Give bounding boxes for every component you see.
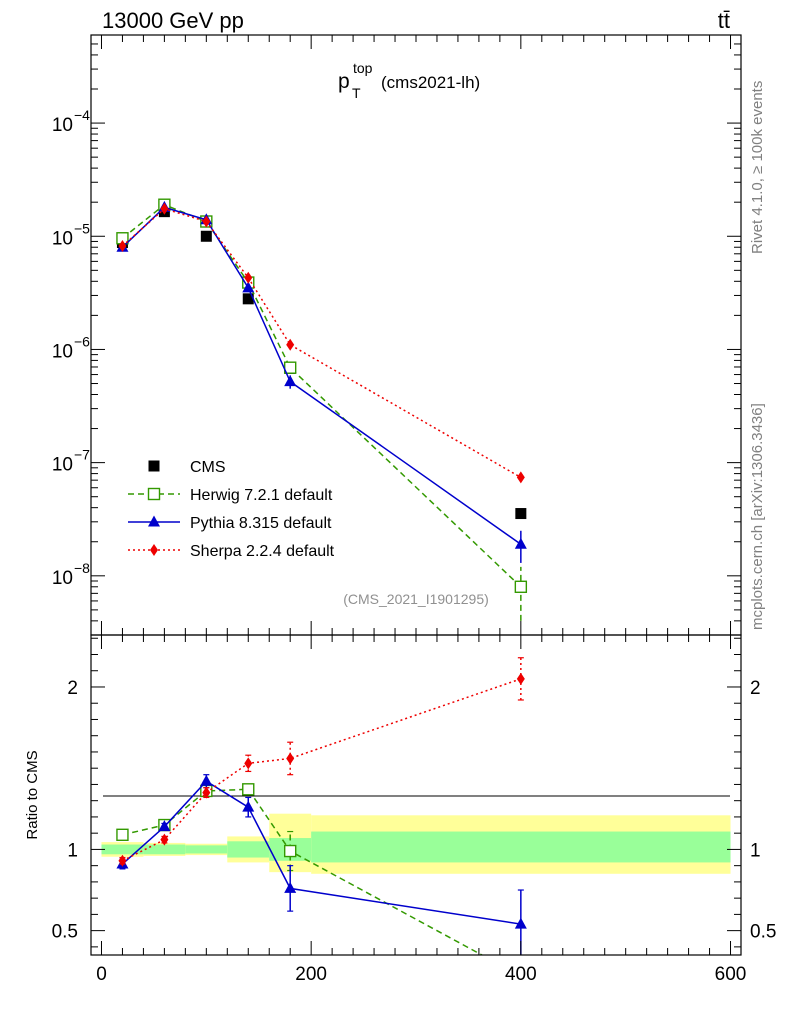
data-point [514, 580, 528, 593]
series-pythia [116, 200, 527, 563]
x-tick-label: 600 [715, 964, 747, 985]
ratio-point [118, 854, 127, 867]
data-point [516, 471, 525, 484]
main-panel: 10−410−510−610−710−8 p T top (cms2021-lh… [52, 34, 742, 636]
data-point [118, 240, 127, 253]
ratio-point [516, 672, 525, 685]
energy-label: 13000 GeV pp [102, 8, 244, 33]
ratio-point [158, 820, 171, 832]
ratio-point [284, 881, 297, 893]
main-y-tick-exponent: −8 [74, 560, 90, 576]
ratio-line [121, 780, 521, 925]
main-y-tick-exponent: −4 [74, 107, 90, 123]
main-y-tick-label: 10 [52, 228, 73, 249]
legend-label: Sherpa 2.2.4 default [190, 543, 335, 560]
uncertainty-band-inner [227, 841, 270, 858]
legend-item: Pythia 8.315 default [128, 515, 332, 532]
x-tick-label: 200 [295, 964, 327, 985]
x-tick-labels: 0 200 400 600 [96, 964, 746, 985]
legend-item: Sherpa 2.2.4 default [128, 543, 335, 560]
analysis-tag: (CMS_2021_I1901295) [343, 591, 489, 607]
legend-marker [148, 515, 160, 527]
ratio-point [286, 752, 295, 765]
main-y-tick-exponent: −5 [74, 220, 90, 236]
ratio-frame [90, 634, 742, 956]
data-point [286, 338, 295, 351]
mcplots-label: mcplots.cern.ch [arXiv:1306.3436] [749, 403, 766, 630]
data-point [514, 537, 527, 549]
x-tick-label: 400 [505, 964, 537, 985]
main-y-tick-label: 10 [52, 455, 73, 476]
ratio-point [200, 774, 213, 786]
ratio-point [283, 844, 297, 858]
ratio-y-tick-labels: 0.5 0.5 1 1 2 2 [52, 678, 777, 943]
process-label: tt̄ [718, 8, 730, 33]
main-frame [90, 34, 742, 636]
ratio-point [116, 828, 129, 841]
chart-title: p [338, 70, 350, 93]
data-point [200, 230, 212, 242]
ratio-point [242, 783, 255, 796]
ratio-point [202, 786, 211, 799]
ratio-point [244, 757, 253, 770]
ratio-panel: 0.5 0.5 1 1 2 2 0 200 400 600 Ratio to CMS [24, 634, 777, 985]
series-line [121, 203, 522, 588]
legend-marker [148, 460, 160, 472]
data-point [515, 508, 527, 520]
ratio-y-tick-label-right: 0.5 [750, 922, 776, 943]
legend-item: Herwig 7.2.1 default [128, 487, 333, 504]
ratio-line [122, 788, 484, 955]
title-suffix: (cms2021-lh) [381, 73, 480, 92]
legend-label: Herwig 7.2.1 default [190, 487, 333, 504]
title-sup: top [353, 60, 373, 76]
data-point [242, 281, 255, 293]
uncertainty-band-inner [143, 844, 186, 855]
x-tick-label: 0 [96, 964, 107, 985]
legend: CMS Herwig 7.2.1 default Pythia 8.315 defa… [128, 459, 335, 560]
uncertainty-band-inner [185, 845, 228, 854]
main-y-tick-labels: 10−410−510−610−710−8 [52, 107, 90, 589]
main-y-tick-exponent: −6 [74, 333, 90, 349]
ratio-point [514, 917, 527, 929]
ratio-point [242, 800, 255, 812]
main-y-tick-label: 10 [52, 115, 73, 136]
ratio-bands [101, 813, 731, 874]
legend-marker [150, 544, 158, 556]
main-y-tick-label: 10 [52, 341, 73, 362]
data-point [202, 215, 211, 228]
ratio-y-tick-label-right: 2 [750, 678, 761, 699]
ratio-y-tick-label: 2 [67, 678, 78, 699]
series-line [121, 207, 522, 479]
ratio-line [122, 678, 522, 862]
data-point [244, 271, 253, 284]
data-point [242, 293, 254, 305]
ratio-point [160, 833, 169, 846]
data-point [160, 202, 169, 215]
data-point [284, 375, 297, 387]
legend-marker [147, 487, 161, 501]
rivet-version-label: Rivet 4.1.0, ≥ 100k events [749, 81, 766, 254]
ratio-ylabel: Ratio to CMS [24, 750, 41, 839]
series-sherpa [118, 202, 525, 484]
series-line [121, 206, 522, 545]
legend-label: Pythia 8.315 default [190, 515, 332, 532]
main-y-tick-label: 10 [52, 568, 73, 589]
ratio-y-tick-label: 1 [67, 840, 78, 861]
legend-label: CMS [190, 459, 226, 476]
title-base: p [338, 70, 350, 93]
main-ticks [91, 35, 741, 636]
ratio-series [116, 657, 527, 955]
uncertainty-band-inner [311, 831, 731, 863]
ratio-y-tick-label: 0.5 [52, 922, 78, 943]
ratio-y-tick-label-right: 1 [750, 840, 761, 861]
uncertainty-band-inner [101, 844, 144, 855]
main-series [116, 198, 528, 621]
ratio-ticks [91, 635, 741, 955]
ratio-series-sherpa [118, 657, 525, 867]
legend-item: CMS [148, 459, 226, 476]
main-y-tick-exponent: −7 [74, 447, 90, 463]
title-sub: T [352, 85, 361, 101]
